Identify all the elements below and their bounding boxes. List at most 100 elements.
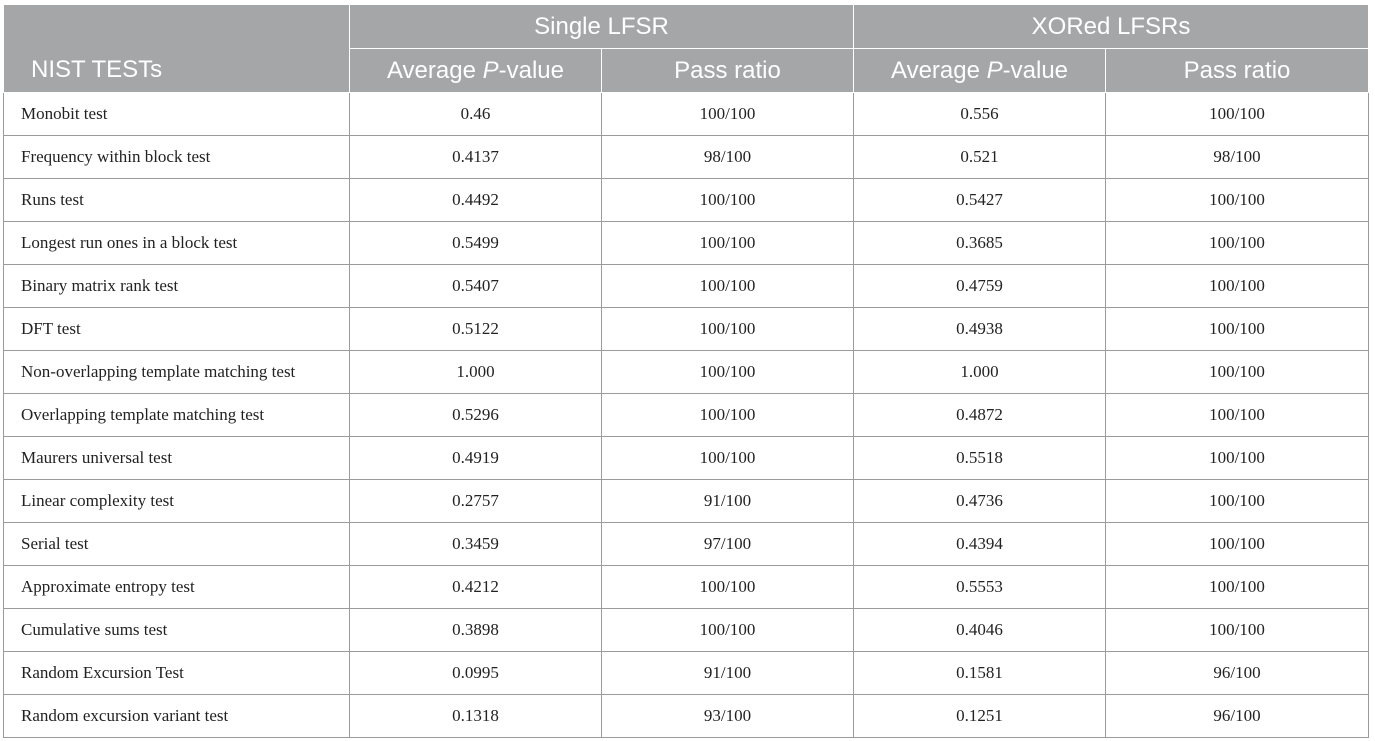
cell-test-name: Random excursion variant test [3, 694, 350, 738]
cell-xor-pass-ratio: 100/100 [1105, 393, 1370, 437]
cell-single-average-p-value: 0.5499 [349, 221, 602, 265]
cell-xor-pass-ratio: 100/100 [1105, 307, 1370, 351]
cell-test-name: Random Excursion Test [3, 651, 350, 695]
cell-xor-average-p-value: 0.5427 [853, 178, 1107, 222]
cell-xor-pass-ratio: 100/100 [1105, 436, 1370, 480]
cell-single-average-p-value: 0.4492 [349, 178, 602, 222]
subheader-prefix: Average [386, 56, 483, 84]
cell-xor-pass-ratio: 100/100 [1105, 264, 1370, 308]
cell-xor-pass-ratio: 100/100 [1105, 479, 1370, 523]
cell-xor-pass-ratio: 100/100 [1105, 565, 1370, 609]
cell-single-average-p-value: 0.3898 [349, 608, 602, 652]
cell-xor-pass-ratio: 98/100 [1105, 135, 1370, 179]
table-row: Linear complexity test 0.2757 91/100 0.4736… [3, 479, 1370, 523]
cell-single-average-p-value: 0.5407 [349, 264, 602, 308]
table-row: Approximate entropy test 0.4212 100/100 0.5… [3, 565, 1370, 609]
cell-test-name: DFT test [3, 307, 350, 351]
table-row: Non-overlapping template matching test 1.… [3, 350, 1370, 394]
subheader-italic-p: P [482, 56, 499, 84]
subheader-suffix: -value [498, 56, 564, 84]
table-row: Runs test 0.4492 100/100 0.5427 100/100 [3, 178, 1370, 222]
subheader-xor-pass-ratio: Pass ratio [1105, 48, 1370, 93]
cell-single-average-p-value: 0.46 [349, 92, 602, 136]
table-body: Monobit test 0.46 100/100 0.556 100/100 Frequ… [3, 92, 1370, 738]
cell-test-name: Overlapping template matching test [3, 393, 350, 437]
cell-test-name: Non-overlapping template matching test [3, 350, 350, 394]
cell-xor-average-p-value: 0.1581 [853, 651, 1107, 695]
cell-single-pass-ratio: 100/100 [600, 178, 855, 222]
cell-single-pass-ratio: 93/100 [600, 694, 855, 738]
subheader-prefix: Average [891, 56, 987, 84]
cell-single-pass-ratio: 98/100 [600, 135, 855, 179]
cell-single-pass-ratio: 100/100 [600, 436, 855, 480]
table-row: Frequency within block test 0.4137 98/100 0… [3, 135, 1370, 179]
table-row: Cumulative sums test 0.3898 100/100 0.4046 1… [3, 608, 1370, 652]
cell-xor-average-p-value: 0.5518 [853, 436, 1107, 480]
cell-test-name: Binary matrix rank test [3, 264, 350, 308]
table-row: Binary matrix rank test 0.5407 100/100 0.47… [3, 264, 1370, 308]
nist-results-table: NIST TESTs Single LFSR XORed LFSRs Avera… [3, 4, 1370, 738]
cell-xor-average-p-value: 0.4872 [853, 393, 1107, 437]
cell-xor-pass-ratio: 100/100 [1105, 178, 1370, 222]
cell-single-pass-ratio: 91/100 [600, 479, 855, 523]
cell-xor-average-p-value: 0.4046 [853, 608, 1107, 652]
header-row-subheaders: Average P-value Pass ratio Average P-val… [4, 48, 1370, 93]
group-header-xored-lfsrs: XORed LFSRs [853, 4, 1370, 49]
table-row: Maurers universal test 0.4919 100/100 0.551… [3, 436, 1370, 480]
cell-single-average-p-value: 0.1318 [349, 694, 602, 738]
table-header: NIST TESTs Single LFSR XORed LFSRs Avera… [3, 4, 1370, 93]
cell-test-name: Approximate entropy test [3, 565, 350, 609]
cell-single-pass-ratio: 100/100 [600, 221, 855, 265]
subheader-single-pass-ratio: Pass ratio [600, 48, 855, 93]
header-row-groups: NIST TESTs Single LFSR XORed LFSRs [3, 4, 1370, 93]
nist-results-table-wrapper: NIST TESTs Single LFSR XORed LFSRs Avera… [3, 4, 1370, 738]
cell-test-name: Linear complexity test [3, 479, 350, 523]
cell-single-pass-ratio: 100/100 [600, 393, 855, 437]
cell-xor-pass-ratio: 96/100 [1105, 694, 1370, 738]
cell-xor-average-p-value: 0.3685 [853, 221, 1107, 265]
cell-xor-average-p-value: 0.5553 [853, 565, 1107, 609]
cell-single-average-p-value: 0.5122 [349, 307, 602, 351]
cell-single-average-p-value: 0.4919 [349, 436, 602, 480]
cell-test-name: Runs test [3, 178, 350, 222]
cell-single-average-p-value: 1.000 [349, 350, 602, 394]
cell-test-name: Frequency within block test [3, 135, 350, 179]
table-row: DFT test 0.5122 100/100 0.4938 100/100 [3, 307, 1370, 351]
cell-single-pass-ratio: 100/100 [600, 92, 855, 136]
group-header-single-lfsr: Single LFSR [348, 4, 855, 49]
cell-xor-pass-ratio: 100/100 [1105, 608, 1370, 652]
cell-single-average-p-value: 0.4212 [349, 565, 602, 609]
cell-xor-pass-ratio: 100/100 [1105, 522, 1370, 566]
cell-single-pass-ratio: 97/100 [600, 522, 855, 566]
cell-xor-average-p-value: 0.4938 [853, 307, 1107, 351]
cell-test-name: Maurers universal test [3, 436, 350, 480]
cell-single-pass-ratio: 100/100 [600, 608, 855, 652]
cell-xor-average-p-value: 0.4759 [853, 264, 1107, 308]
cell-xor-average-p-value: 0.521 [853, 135, 1107, 179]
cell-test-name: Serial test [3, 522, 350, 566]
cell-single-pass-ratio: 100/100 [600, 307, 855, 351]
cell-xor-average-p-value: 0.1251 [853, 694, 1107, 738]
cell-xor-average-p-value: 0.556 [853, 92, 1107, 136]
cell-xor-average-p-value: 1.000 [853, 350, 1107, 394]
table-row: Random excursion variant test 0.1318 93/10… [3, 694, 1370, 738]
cell-xor-pass-ratio: 100/100 [1105, 350, 1370, 394]
subheader-xor-average-p-value: Average P-value [853, 48, 1107, 93]
cell-test-name: Cumulative sums test [3, 608, 350, 652]
cell-xor-average-p-value: 0.4736 [853, 479, 1107, 523]
cell-xor-pass-ratio: 100/100 [1105, 92, 1370, 136]
table-row: Longest run ones in a block test 0.5499 10… [3, 221, 1370, 265]
table-row: Monobit test 0.46 100/100 0.556 100/100 [3, 92, 1370, 136]
cell-single-average-p-value: 0.4137 [349, 135, 602, 179]
cell-single-average-p-value: 0.3459 [349, 522, 602, 566]
cell-single-pass-ratio: 100/100 [600, 350, 855, 394]
cell-single-average-p-value: 0.0995 [349, 651, 602, 695]
subheader-suffix: -value [1002, 56, 1069, 84]
table-row: Random Excursion Test 0.0995 91/100 0.1581 9… [3, 651, 1370, 695]
subheader-italic-p: P [986, 56, 1003, 84]
subheader-single-average-p-value: Average P-value [349, 48, 602, 93]
cell-test-name: Monobit test [3, 92, 350, 136]
cell-xor-pass-ratio: 96/100 [1105, 651, 1370, 695]
cell-test-name: Longest run ones in a block test [3, 221, 350, 265]
corner-header-nist-tests: NIST TESTs [3, 4, 350, 93]
